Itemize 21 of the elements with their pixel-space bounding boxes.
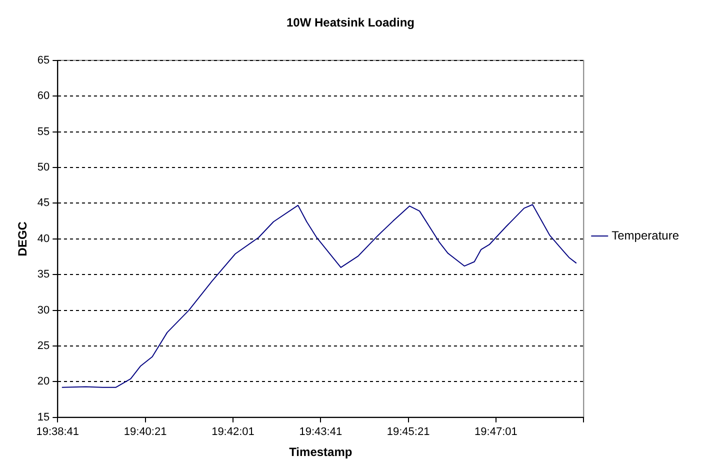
y-tick-label: 20 <box>37 376 50 388</box>
y-tick-label: 65 <box>37 54 50 66</box>
y-tick-label: 40 <box>37 232 50 245</box>
x-tick-label: 19:42:01 <box>212 426 254 438</box>
x-tick-label: 19:47:01 <box>474 426 518 438</box>
y-tick-label: 25 <box>37 340 50 352</box>
y-tick-label: 15 <box>37 411 50 424</box>
x-tick-label: 19:43:41 <box>299 426 342 438</box>
y-tick-label: 30 <box>37 304 50 316</box>
x-tick-label: 19:38:41 <box>36 426 80 438</box>
y-tick-label: 35 <box>37 268 50 281</box>
legend-label: Temperature <box>612 228 680 242</box>
y-tick-label: 50 <box>37 162 50 174</box>
chart-title: 10W Heatsink Loading <box>286 16 415 30</box>
x-tick-label: 19:45:21 <box>386 426 430 438</box>
x-axis-title: Timestamp <box>289 445 352 460</box>
y-tick-label: 60 <box>37 90 50 102</box>
y-tick-label: 45 <box>37 197 50 210</box>
x-tick-label: 19:40:21 <box>124 426 167 438</box>
y-tick-label: 55 <box>37 126 50 138</box>
y-axis-title: DEGC <box>16 221 30 256</box>
